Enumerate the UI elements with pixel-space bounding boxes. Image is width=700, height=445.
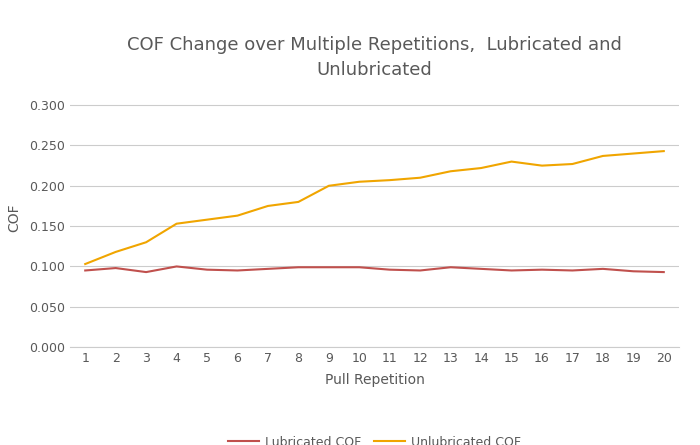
Lubricated COF bbox=[355, 265, 363, 270]
Unlubricated COF bbox=[325, 183, 333, 188]
Lubricated COF bbox=[508, 268, 516, 273]
Lubricated COF bbox=[325, 265, 333, 270]
Y-axis label: COF: COF bbox=[7, 204, 21, 232]
Title: COF Change over Multiple Repetitions,  Lubricated and
Unlubricated: COF Change over Multiple Repetitions, Lu… bbox=[127, 36, 622, 79]
Unlubricated COF bbox=[568, 162, 577, 167]
Unlubricated COF bbox=[477, 166, 485, 171]
Lubricated COF bbox=[142, 269, 150, 275]
Lubricated COF bbox=[264, 266, 272, 271]
Lubricated COF bbox=[447, 265, 455, 270]
Unlubricated COF bbox=[508, 159, 516, 164]
Unlubricated COF bbox=[629, 151, 638, 156]
Lubricated COF bbox=[659, 269, 668, 275]
Unlubricated COF bbox=[233, 213, 242, 218]
Lubricated COF bbox=[477, 266, 485, 271]
Unlubricated COF bbox=[538, 163, 546, 168]
Unlubricated COF bbox=[355, 179, 363, 184]
Unlubricated COF bbox=[81, 261, 90, 267]
Unlubricated COF bbox=[659, 149, 668, 154]
Lubricated COF bbox=[629, 269, 638, 274]
Lubricated COF bbox=[416, 268, 424, 273]
Lubricated COF bbox=[203, 267, 211, 272]
X-axis label: Pull Repetition: Pull Repetition bbox=[325, 373, 424, 387]
Lubricated COF bbox=[233, 268, 242, 273]
Unlubricated COF bbox=[386, 178, 394, 183]
Unlubricated COF bbox=[598, 153, 607, 158]
Lubricated COF bbox=[538, 267, 546, 272]
Unlubricated COF bbox=[142, 239, 150, 245]
Unlubricated COF bbox=[172, 221, 181, 227]
Lubricated COF bbox=[111, 265, 120, 271]
Lubricated COF bbox=[568, 268, 577, 273]
Lubricated COF bbox=[294, 265, 302, 270]
Unlubricated COF bbox=[203, 217, 211, 222]
Lubricated COF bbox=[386, 267, 394, 272]
Lubricated COF bbox=[172, 264, 181, 269]
Unlubricated COF bbox=[264, 203, 272, 209]
Unlubricated COF bbox=[294, 199, 302, 205]
Legend: Lubricated COF, Unlubricated COF: Lubricated COF, Unlubricated COF bbox=[223, 431, 526, 445]
Unlubricated COF bbox=[416, 175, 424, 180]
Lubricated COF bbox=[598, 266, 607, 271]
Unlubricated COF bbox=[447, 169, 455, 174]
Line: Unlubricated COF: Unlubricated COF bbox=[85, 151, 664, 264]
Lubricated COF bbox=[81, 268, 90, 273]
Unlubricated COF bbox=[111, 249, 120, 255]
Line: Lubricated COF: Lubricated COF bbox=[85, 267, 664, 272]
